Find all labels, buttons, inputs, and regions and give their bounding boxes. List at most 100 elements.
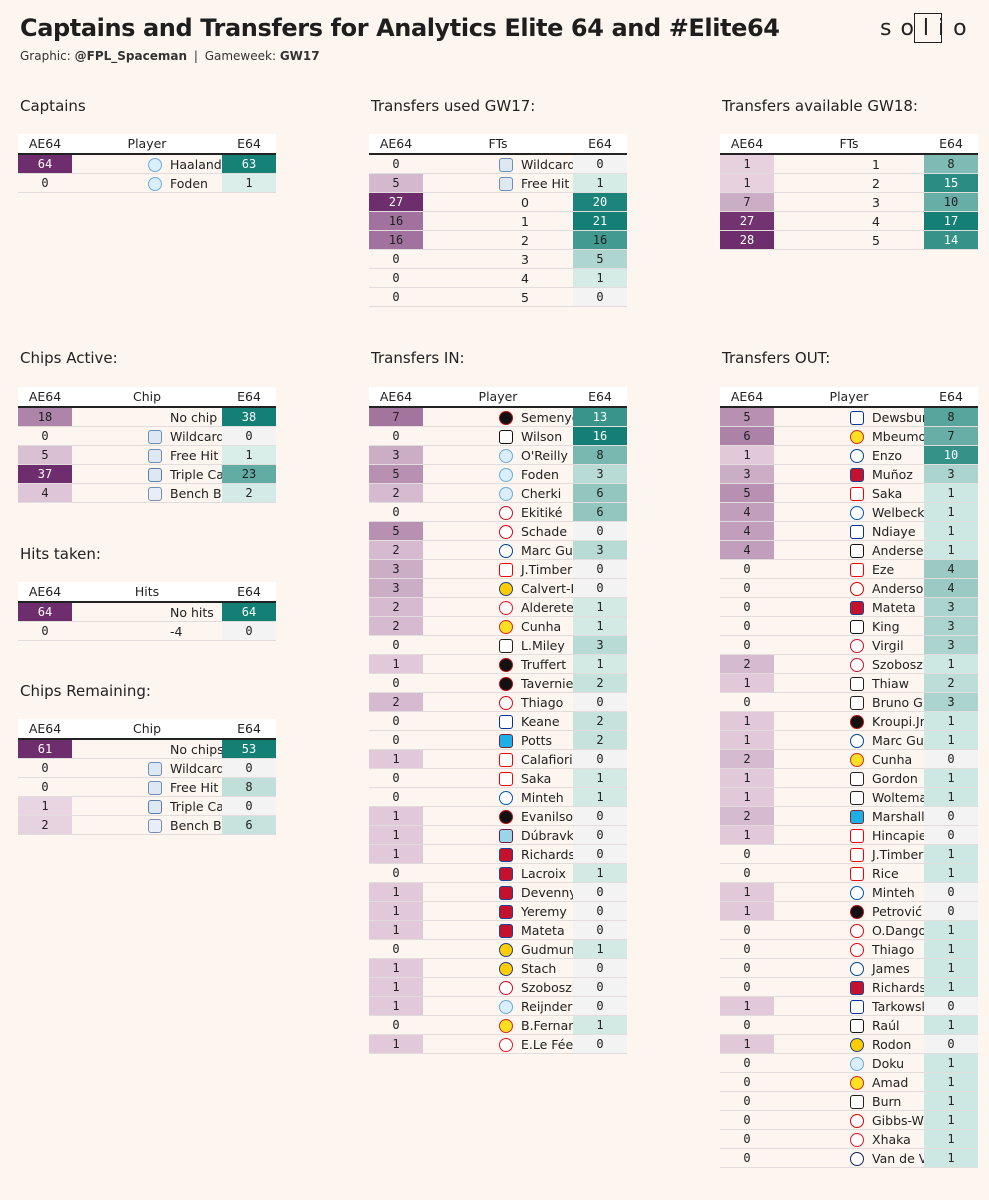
e64-value: 0 [924,901,978,921]
ae64-value: 64 [18,602,72,622]
e64-value: 15 [924,173,978,193]
ae64-value: 3 [369,578,423,598]
fulham-crest-icon [850,1018,864,1033]
table-row: 64 No hits 64 [18,602,276,622]
row-label: 3 [872,194,880,210]
row-label-cell: Free Hit [72,445,222,465]
crystal-palace-crest-icon [499,847,513,862]
transfers-in-table: AE64PlayerE647Semenyo130Wilson163O'Reill… [369,387,627,1054]
table-row: 1 Reijnders0 [369,996,627,1016]
e64-value: 17 [924,211,978,231]
table-row: 0 Virgil 3 [720,635,978,655]
e64-value: 1 [924,977,978,997]
row-label: Richards [872,979,924,995]
row-label-cell: Minteh [774,882,924,902]
e64-value: 21 [573,211,627,231]
column-header: E64 [222,582,276,603]
ae64-value: 0 [720,863,774,883]
row-label: E.Le Fée [521,1036,573,1052]
e64-value: 1 [924,1148,978,1168]
ae64-value: 0 [720,958,774,978]
row-label-cell: Wildcard [423,154,573,174]
row-label-cell: 1 [423,211,573,231]
ae64-value: 0 [18,621,72,641]
table-row: 16 1 21 [369,211,627,231]
row-label-cell: Andersen [774,540,924,560]
fulham-crest-icon [850,543,864,558]
ae64-value: 1 [720,730,774,750]
ae64-value: 0 [720,1129,774,1149]
row-label: Evanilson [521,808,573,824]
e64-value: 5 [573,249,627,269]
row-label: No hits [170,604,214,620]
table-row: 1 Devenny 0 [369,882,627,902]
row-label-cell: Tarkowski [774,996,924,1016]
column-header: Chip [72,387,222,408]
sunderland-crest-icon [499,600,513,615]
transfers-available-table: AE64 FTs E64 1 1 8 1 2 15 7 3 10 27 4 17 28 5 14 [720,134,978,250]
row-label: Keane [521,713,560,729]
e64-value: 8 [222,777,276,797]
sunderland-crest-icon [499,1037,513,1052]
e64-value: 6 [573,483,627,503]
row-label: Foden [170,175,208,191]
man-utd-crest-icon [850,1075,864,1090]
row-label-cell: No chip active [72,407,222,427]
row-label-cell: Richards [774,977,924,997]
table-row: 0 Free Hit 8 [18,777,276,797]
row-label-cell: Schade [423,521,573,541]
row-label-cell: Eze [774,559,924,579]
table-row: 0 Xhaka 1 [720,1129,978,1149]
e64-value: 10 [924,445,978,465]
e64-value: 1 [573,268,627,288]
row-label: James [872,960,910,976]
ae64-value: 1 [720,173,774,193]
man-city-crest-icon [148,157,162,172]
arsenal-crest-icon [499,752,513,767]
column-header: AE64 [18,582,72,603]
e64-value: 0 [222,621,276,641]
solio-logo: solio [880,13,967,43]
ae64-value: 1 [369,996,423,1016]
e64-value: 8 [924,407,978,427]
row-label-cell: Thiago [423,692,573,712]
row-label-cell: Mateta [774,597,924,617]
table-row: 0 Thiago 1 [720,939,978,959]
triple-captain-chip-icon [148,467,162,482]
e64-value: 0 [573,559,627,579]
column-header: E64 [222,387,276,408]
ae64-value: 61 [18,739,72,759]
table-row: 0 Ekitiké 6 [369,502,627,522]
row-label: Truffert [521,656,567,672]
nottm-forest-crest-icon [850,581,864,596]
crystal-palace-crest-icon [850,980,864,995]
column-header: AE64 [369,134,423,155]
table-row: 1 Minteh 0 [720,882,978,902]
row-label-cell: Doku [774,1053,924,1073]
table-row: 1 Rodon 0 [720,1034,978,1054]
table-row: 5 Free Hit 1 [369,173,627,193]
chips-remaining-title: Chips Remaining: [20,682,151,700]
e64-value: 1 [924,711,978,731]
ae64-value: 0 [720,1053,774,1073]
e64-value: 1 [924,1053,978,1073]
table-row: 3 Muñoz 3 [720,464,978,484]
e64-value: 2 [573,711,627,731]
table-row: 0 B.Fernandes1 [369,1015,627,1035]
row-label: Devenny [521,884,573,900]
row-label-cell: Cunha [774,749,924,769]
row-label: Marc Guiu [521,542,573,558]
row-label: 3 [521,251,529,267]
man-utd-crest-icon [850,752,864,767]
ae64-value: 0 [720,1091,774,1111]
liverpool-crest-icon [499,505,513,520]
e64-value: 3 [924,616,978,636]
table-row: 0 Eze 4 [720,559,978,579]
ae64-value: 1 [369,654,423,674]
row-label: Schade [521,523,568,539]
table-row: 2 Thiago 0 [369,692,627,712]
arsenal-crest-icon [850,486,864,501]
e64-value: 1 [924,540,978,560]
